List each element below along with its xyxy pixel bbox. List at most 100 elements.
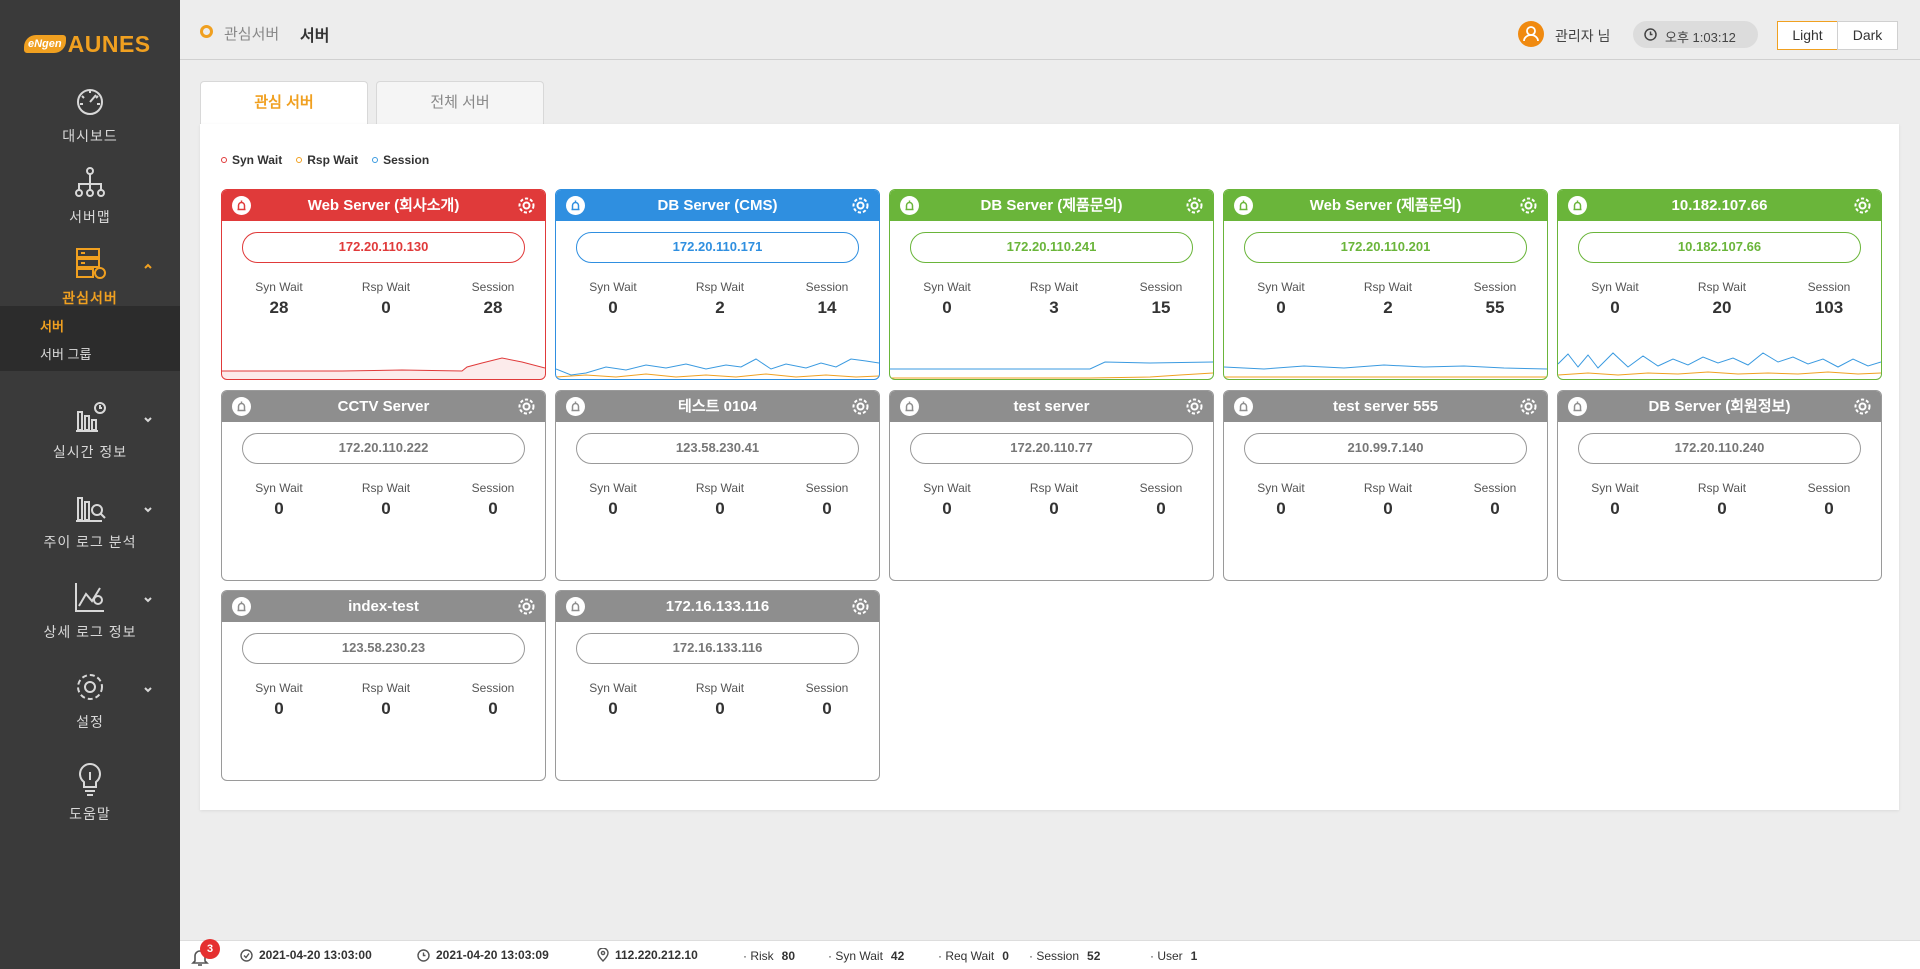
chevron-down-icon[interactable] (142, 414, 154, 426)
server-card[interactable]: DB Server (회원정보) 172.20.110.240 Syn Wait R… (1557, 390, 1882, 581)
metric-rsp-wait: 0 (381, 499, 391, 518)
card-title: test server 555 (1224, 391, 1547, 422)
card-title-text: DB Server (제품문의) (980, 197, 1123, 214)
metric-syn-wait: 0 (274, 699, 284, 718)
metric-label: Rsp Wait (361, 681, 411, 695)
server-card[interactable]: 테스트 0104 123.58.230.41 Syn Wait Rsp Wait Se… (555, 390, 880, 581)
metric-label: Syn Wait (923, 280, 971, 294)
card-ip: 172.20.110.130 (242, 232, 525, 263)
metric-label: Syn Wait (1591, 481, 1639, 495)
gear-icon[interactable] (851, 397, 870, 416)
server-card[interactable]: index-test 123.58.230.23 Syn Wait Rsp Wait… (221, 590, 546, 781)
card-title-text: DB Server (CMS) (657, 197, 778, 214)
gear-icon[interactable] (1519, 196, 1538, 215)
alarm-icon[interactable] (1568, 196, 1587, 215)
notification-badge[interactable]: 3 (200, 939, 220, 959)
network-icon (75, 167, 105, 197)
metric-syn-wait: 0 (1610, 499, 1620, 518)
chevron-down-icon[interactable] (142, 504, 154, 516)
user-icon[interactable] (1518, 21, 1544, 47)
gear-icon[interactable] (1519, 397, 1538, 416)
server-card[interactable]: test server 172.20.110.77 Syn Wait Rsp Wai… (889, 390, 1214, 581)
server-card[interactable]: DB Server (CMS) 172.20.110.171 Syn Wait Rs… (555, 189, 880, 380)
metric-rsp-wait: 2 (715, 298, 725, 317)
metric-label: Syn Wait (255, 681, 303, 695)
gear-icon[interactable] (517, 196, 536, 215)
metric-session: 0 (1156, 499, 1166, 518)
metric-label: Session (471, 280, 515, 294)
card-title: Web Server (제품문의) (1224, 190, 1547, 221)
page-title: 서버 (300, 28, 330, 45)
chevron-down-icon[interactable] (142, 594, 154, 606)
logo-text: AUNES (67, 30, 151, 57)
header: 관심서버 서버 관리자 님 오후 1:03:12 Light Dark (180, 0, 1920, 60)
metric-label: Syn Wait (1257, 481, 1305, 495)
gear-icon[interactable] (851, 196, 870, 215)
legend-item: Rsp Wait (296, 153, 358, 167)
metric-label: Session (471, 681, 515, 695)
alarm-icon[interactable] (232, 597, 251, 616)
alarm-icon[interactable] (566, 597, 585, 616)
alarm-icon[interactable] (566, 397, 585, 416)
user-name[interactable]: 관리자 님 (1555, 28, 1611, 44)
alarm-icon[interactable] (232, 397, 251, 416)
card-title: 테스트 0104 (556, 391, 879, 422)
alarm-icon[interactable] (900, 196, 919, 215)
tab-all-server[interactable]: 전체 서버 (376, 81, 544, 124)
metric-rsp-wait: 2 (1383, 298, 1393, 317)
sidebar-item-settings[interactable]: 설정 (0, 668, 180, 732)
alarm-icon[interactable] (1234, 397, 1253, 416)
card-title: CCTV Server (222, 391, 545, 422)
alarm-icon[interactable] (900, 397, 919, 416)
metric-label: Syn Wait (1591, 280, 1639, 294)
sparkline (890, 361, 1213, 379)
status-ip: 112.220.212.10 (597, 948, 698, 962)
metric-session: 0 (1824, 499, 1834, 518)
sidebar-item-dashboard[interactable]: 대시보드 (0, 82, 180, 146)
sidebar-item-servermap[interactable]: 서버맵 (0, 163, 180, 227)
alarm-icon[interactable] (566, 196, 585, 215)
alarm-icon[interactable] (1234, 196, 1253, 215)
status-risk: · Risk 80 (743, 949, 796, 963)
sidebar-item-log-analysis[interactable]: 주이 로그 분석 (0, 488, 180, 552)
gear-icon[interactable] (1853, 397, 1872, 416)
gauge-icon (77, 89, 103, 115)
gear-icon[interactable] (517, 597, 536, 616)
breadcrumb-parent[interactable]: 관심서버 (224, 26, 280, 43)
tab-favorite-server[interactable]: 관심 서버 (200, 81, 368, 125)
server-card[interactable]: 10.182.107.66 10.182.107.66 Syn Wait Rsp W… (1557, 189, 1882, 380)
metric-syn-wait: 28 (269, 298, 289, 317)
server-card[interactable]: DB Server (제품문의) 172.20.110.241 Syn Wait R… (889, 189, 1214, 380)
alarm-icon[interactable] (1568, 397, 1587, 416)
submenu-item-server[interactable]: 서버 (40, 319, 64, 334)
sidebar-item-realtime[interactable]: 실시간 정보 (0, 398, 180, 462)
gear-icon[interactable] (517, 397, 536, 416)
server-card[interactable]: Web Server (제품문의) 172.20.110.201 Syn Wait… (1223, 189, 1548, 380)
server-card[interactable]: CCTV Server 172.20.110.222 Syn Wait Rsp Wa… (221, 390, 546, 581)
server-card[interactable]: Web Server (회사소개) 172.20.110.130 Syn Wait… (221, 189, 546, 380)
sidebar-item-help[interactable]: 도움말 (0, 760, 180, 824)
submenu: 서버 서버 그룹 (0, 306, 180, 371)
status-user: · User 1 (1150, 949, 1198, 963)
chevron-up-icon[interactable] (142, 260, 154, 272)
chevron-down-icon[interactable] (142, 684, 154, 696)
sidebar-item-favorite-server[interactable]: 관심서버 (0, 244, 180, 308)
gear-icon[interactable] (1853, 196, 1872, 215)
metric-label: Session (471, 481, 515, 495)
sidebar-item-detail-log[interactable]: 상세 로그 정보 (0, 578, 180, 642)
theme-light-button[interactable]: Light (1777, 21, 1838, 50)
server-card[interactable]: 172.16.133.116 172.16.133.116 Syn Wait Rsp… (555, 590, 880, 781)
submenu-item-server-group[interactable]: 서버 그룹 (40, 347, 92, 362)
alarm-icon[interactable] (232, 196, 251, 215)
logo[interactable]: eNgen AUNES (24, 30, 151, 58)
gear-icon[interactable] (851, 597, 870, 616)
server-card[interactable]: test server 555 210.99.7.140 Syn Wait Rsp … (1223, 390, 1548, 581)
gear-icon[interactable] (1185, 397, 1204, 416)
metric-label: Session (1139, 280, 1183, 294)
theme-dark-button[interactable]: Dark (1837, 21, 1898, 50)
metric-syn-wait: 0 (1276, 298, 1286, 317)
card-title: test server (890, 391, 1213, 422)
gear-icon[interactable] (1185, 196, 1204, 215)
metric-label: Session (1139, 481, 1183, 495)
card-title-text: 테스트 0104 (678, 398, 757, 415)
